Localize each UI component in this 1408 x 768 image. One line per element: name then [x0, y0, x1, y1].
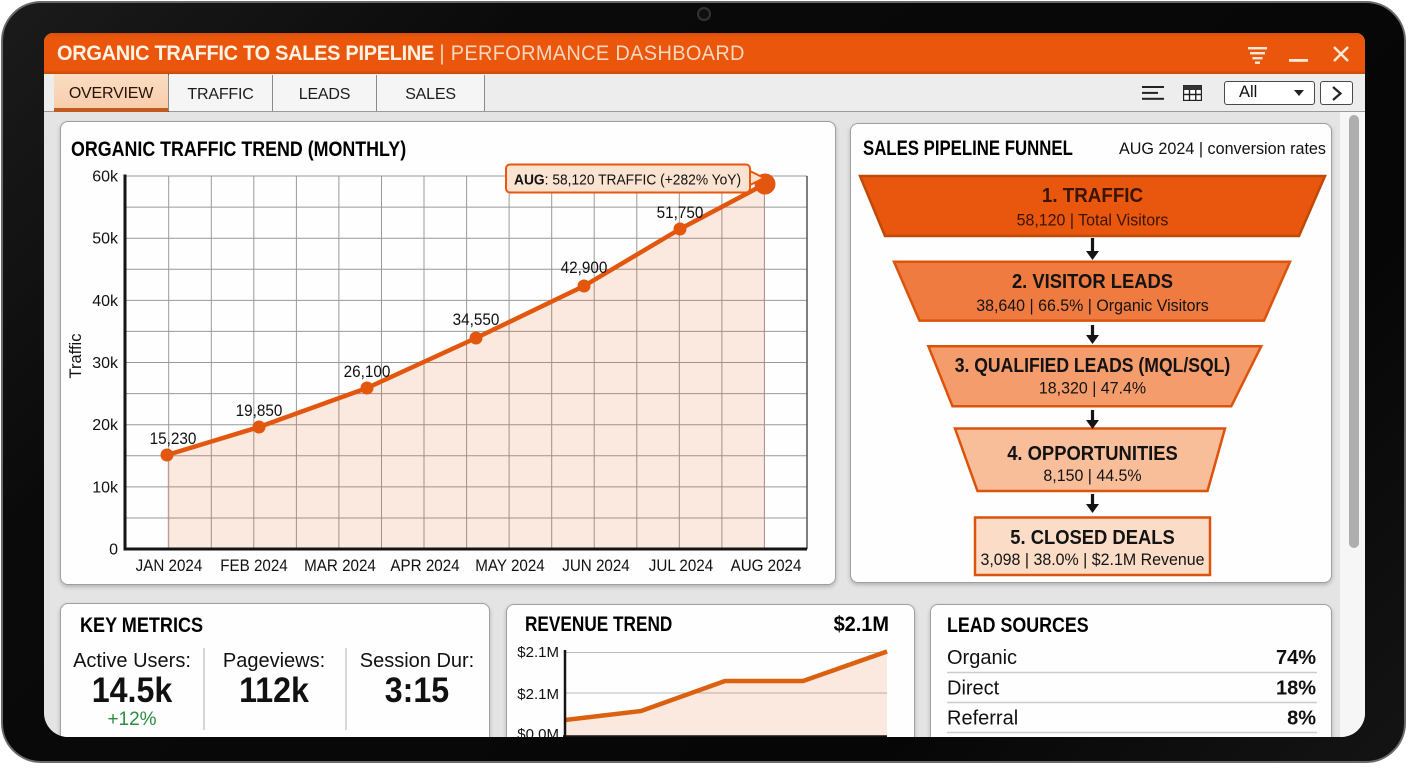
svg-text:40k: 40k — [92, 293, 119, 310]
svg-text:JUL 2024: JUL 2024 — [649, 557, 714, 575]
svg-text:$2.1M: $2.1M — [517, 644, 559, 661]
svg-text:3,098 | 38.0% | $2.1M Revenue: 3,098 | 38.0% | $2.1M Revenue — [980, 551, 1204, 570]
svg-text:5. CLOSED DEALS: 5. CLOSED DEALS — [1010, 527, 1175, 549]
svg-text:REVENUE TREND: REVENUE TREND — [525, 614, 672, 637]
svg-text:Session Dur:: Session Dur: — [360, 650, 475, 672]
svg-text:2. VISITOR LEADS: 2. VISITOR LEADS — [1012, 271, 1173, 293]
svg-text:Direct: Direct — [947, 678, 1000, 700]
svg-text:19,850: 19,850 — [236, 401, 283, 420]
svg-text:4. OPPORTUNITIES: 4. OPPORTUNITIES — [1007, 443, 1178, 465]
svg-text:$2.1M: $2.1M — [834, 613, 889, 637]
svg-text:LEAD SOURCES: LEAD SOURCES — [947, 614, 1089, 638]
svg-text:Referral: Referral — [947, 708, 1018, 730]
svg-text:8,150 | 44.5%: 8,150 | 44.5% — [1043, 467, 1142, 486]
svg-text:Pageviews:: Pageviews: — [223, 650, 325, 672]
svg-text:26,100: 26,100 — [344, 362, 391, 381]
svg-text:20k: 20k — [92, 417, 119, 434]
svg-text:Organic: Organic — [947, 647, 1017, 669]
svg-text:AUG 2024: AUG 2024 — [731, 557, 802, 575]
svg-text:8%: 8% — [1287, 708, 1316, 730]
svg-text:APR 2024: APR 2024 — [390, 557, 459, 575]
svg-text:SALES PIPELINE FUNNEL: SALES PIPELINE FUNNEL — [863, 137, 1073, 160]
svg-text:3. QUALIFIED LEADS (MQL/SQL): 3. QUALIFIED LEADS (MQL/SQL) — [955, 354, 1231, 376]
svg-text:MAR 2024: MAR 2024 — [304, 557, 376, 575]
svg-text:18,320 | 47.4%: 18,320 | 47.4% — [1039, 379, 1146, 398]
svg-text:34,550: 34,550 — [453, 310, 500, 329]
svg-text:AUG: 58,120 TRAFFIC (+282% YoY: AUG: 58,120 TRAFFIC (+282% YoY) — [514, 172, 741, 189]
svg-text:112k: 112k — [239, 672, 309, 711]
svg-text:60k: 60k — [92, 169, 119, 186]
svg-text:JAN 2024: JAN 2024 — [136, 557, 203, 575]
svg-text:AUG 2024 | conversion rates: AUG 2024 | conversion rates — [1119, 139, 1326, 158]
svg-text:30k: 30k — [92, 355, 119, 372]
svg-text:42,900: 42,900 — [561, 258, 608, 277]
svg-text:$0.0M: $0.0M — [517, 726, 559, 737]
svg-text:15,230: 15,230 — [150, 429, 197, 448]
svg-text:ORGANIC TRAFFIC TREND (MONTHLY: ORGANIC TRAFFIC TREND (MONTHLY) — [71, 138, 406, 162]
svg-text:JUN 2024: JUN 2024 — [562, 557, 630, 575]
svg-text:51,750: 51,750 — [657, 203, 704, 222]
svg-text:KEY METRICS: KEY METRICS — [80, 614, 203, 638]
svg-text:Traffic: Traffic — [67, 334, 85, 379]
svg-text:0: 0 — [109, 542, 118, 559]
svg-text:+12%: +12% — [107, 709, 156, 730]
svg-text:14.5k: 14.5k — [92, 672, 173, 711]
svg-text:3:15: 3:15 — [385, 672, 449, 711]
svg-text:58,120 | Total Visitors: 58,120 | Total Visitors — [1017, 211, 1169, 230]
svg-text:74%: 74% — [1276, 647, 1316, 669]
svg-text:50k: 50k — [92, 231, 119, 248]
svg-text:18%: 18% — [1276, 678, 1316, 700]
svg-text:$2.1M: $2.1M — [517, 686, 559, 703]
svg-text:38,640 | 66.5% | Organic Visit: 38,640 | 66.5% | Organic Visitors — [976, 297, 1209, 316]
svg-text:1. TRAFFIC: 1. TRAFFIC — [1042, 184, 1143, 207]
svg-text:10k: 10k — [92, 479, 119, 496]
svg-text:Active Users:: Active Users: — [73, 650, 191, 672]
svg-text:MAY 2024: MAY 2024 — [475, 557, 545, 575]
svg-text:FEB 2024: FEB 2024 — [220, 557, 288, 575]
